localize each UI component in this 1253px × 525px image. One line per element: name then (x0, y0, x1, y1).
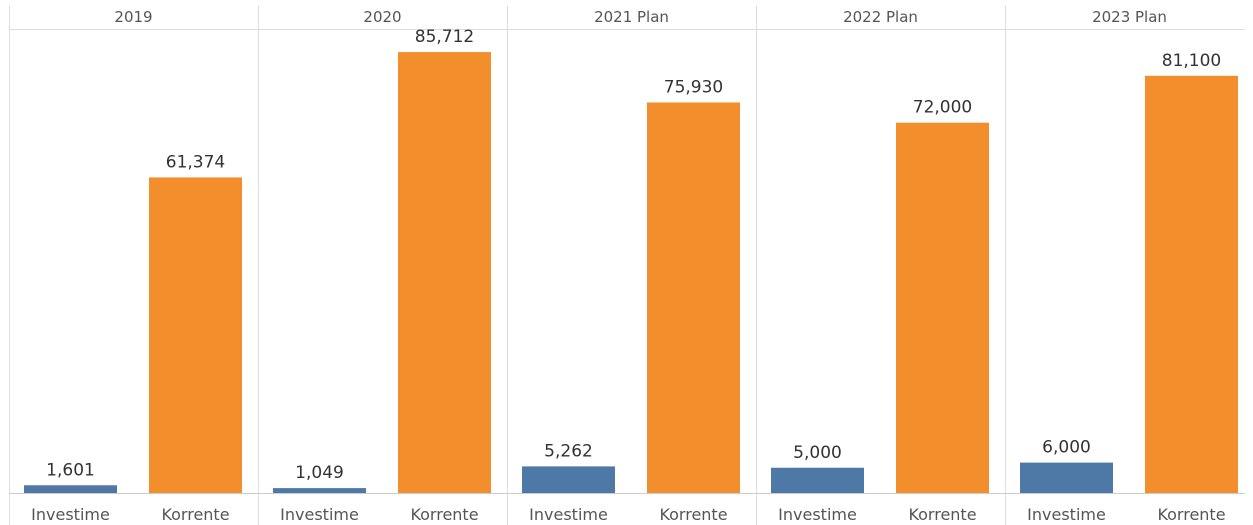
category-tick-label: Korrente (410, 505, 478, 524)
bar-investime (1020, 462, 1113, 494)
year-header: 2019 (114, 8, 152, 26)
year-header: 2020 (363, 8, 401, 26)
category-labels: Investime Korrente Investime Korrente Invest… (31, 505, 1225, 524)
year-header: 2023 Plan (1092, 8, 1167, 26)
bar-korrente (149, 177, 242, 494)
bar-investime (273, 488, 366, 494)
value-label: 81,100 (1162, 51, 1221, 71)
bar-korrente (1145, 75, 1238, 494)
value-label: 1,601 (46, 460, 95, 480)
category-tick-label: Investime (31, 505, 110, 524)
bar-korrente (647, 102, 740, 494)
year-headers: 2019 2020 2021 Plan 2022 Plan 2023 Plan (114, 8, 1167, 26)
category-tick-label: Investime (778, 505, 857, 524)
category-tick-label: Korrente (659, 505, 727, 524)
category-tick-label: Korrente (161, 505, 229, 524)
value-label: 6,000 (1042, 438, 1091, 458)
value-label: 1,049 (295, 463, 344, 483)
value-label: 5,262 (544, 441, 593, 461)
bar-investime (24, 485, 117, 494)
category-tick-label: Investime (280, 505, 359, 524)
bar-investime (771, 467, 864, 494)
value-label: 61,374 (166, 152, 225, 172)
bar-korrente (896, 122, 989, 494)
value-label: 5,000 (793, 443, 842, 463)
category-tick-label: Investime (1027, 505, 1106, 524)
year-header: 2021 Plan (594, 8, 669, 26)
value-labels: 1,601 61,374 1,049 85,712 5,262 75,930 5,000 72… (46, 27, 1221, 483)
bar-investime (522, 466, 615, 494)
category-tick-label: Korrente (1157, 505, 1225, 524)
year-header: 2022 Plan (843, 8, 918, 26)
value-label: 85,712 (415, 27, 474, 47)
category-tick-label: Investime (529, 505, 608, 524)
value-label: 75,930 (664, 77, 723, 97)
value-label: 72,000 (913, 98, 972, 118)
panel-dividers (9, 6, 1245, 525)
bars (24, 52, 1238, 494)
category-tick-label: Korrente (908, 505, 976, 524)
bar-korrente (398, 52, 491, 494)
